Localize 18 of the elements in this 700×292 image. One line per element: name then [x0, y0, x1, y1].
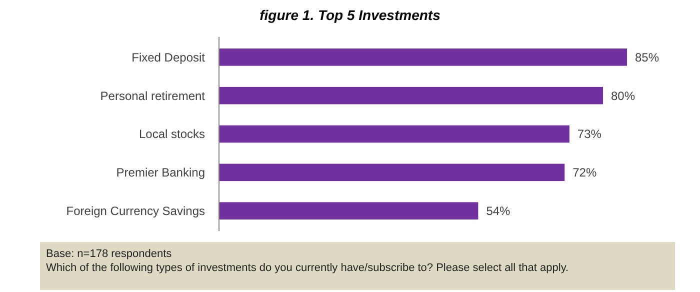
bar	[219, 86, 603, 104]
data-label: 72%	[572, 166, 597, 180]
bar	[219, 48, 627, 66]
data-label: 85%	[635, 50, 660, 64]
y-tick-label: Fixed Deposit	[132, 50, 206, 64]
y-tick-label: Premier Banking	[116, 166, 205, 180]
y-tick-label: Foreign Currency Savings	[66, 204, 205, 218]
text: Base: n=178 respondents	[46, 248, 172, 260]
bar	[219, 202, 478, 220]
y-tick-label: Personal retirement	[100, 88, 206, 103]
bar	[219, 125, 570, 143]
chart-title: figure 1. Top 5 Investments	[260, 7, 441, 23]
data-label: 54%	[486, 204, 511, 218]
text: Which of the following types of investments do you currently have/subscribe to? Please select all that apply.	[46, 262, 569, 274]
bar	[219, 164, 565, 182]
y-tick-label: Local stocks	[138, 127, 205, 142]
data-label: 80%	[611, 88, 636, 103]
data-label: 73%	[577, 127, 602, 142]
